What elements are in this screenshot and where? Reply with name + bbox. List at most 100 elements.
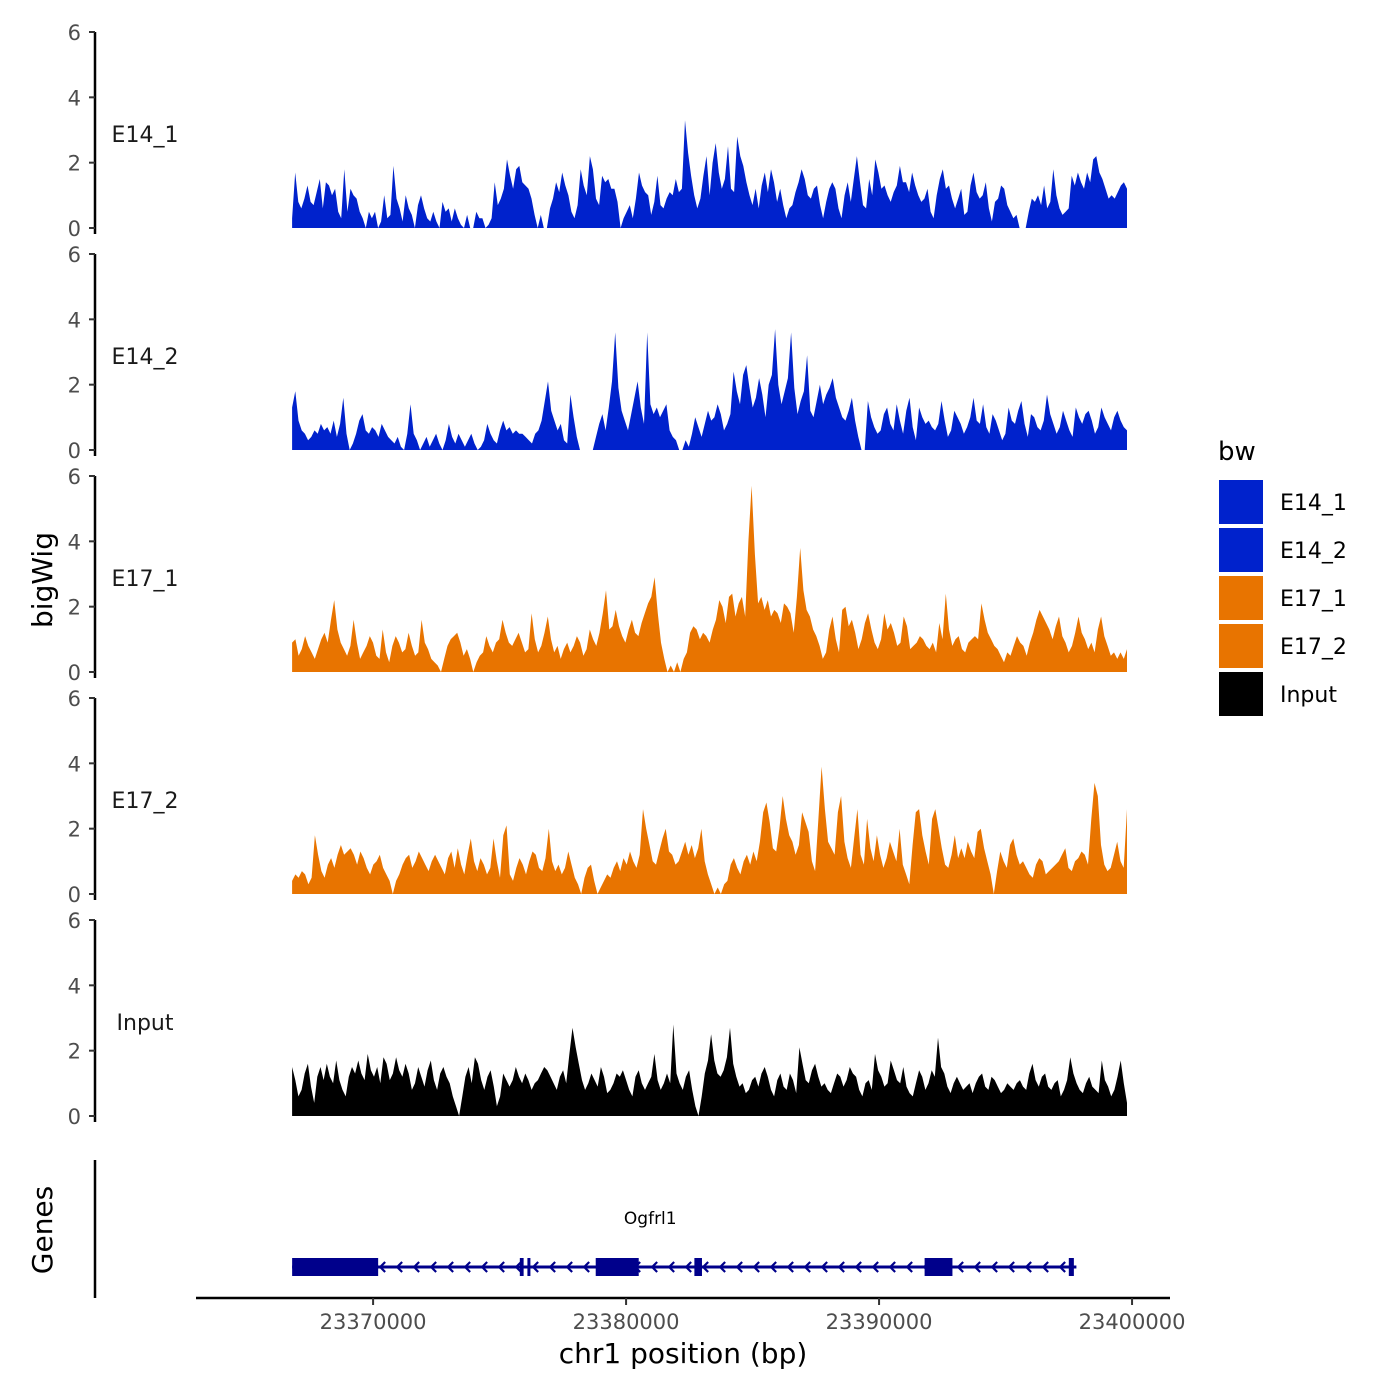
track-E14_1: 0 2 4 6 E14_1: [68, 21, 1128, 241]
track-label: E17_2: [112, 789, 179, 814]
y-tick-label: 2: [68, 1040, 81, 1064]
gene-exon: [595, 1258, 639, 1276]
y-tick-label: 6: [68, 465, 81, 489]
strand-arrow: [1007, 1261, 1015, 1273]
strand-arrow: [1041, 1261, 1049, 1273]
y-tick-label: 0: [68, 439, 81, 463]
strand-arrow: [667, 1261, 675, 1273]
x-tick-label: 23390000: [826, 1310, 933, 1334]
x-tick-label: 23400000: [1079, 1310, 1186, 1334]
gene-exon: [292, 1258, 379, 1276]
strand-arrow: [514, 1261, 522, 1273]
track-Input: 0 2 4 6 Input: [68, 909, 1128, 1129]
y-tick-label: 6: [68, 21, 81, 45]
strand-arrow: [854, 1261, 862, 1273]
y-tick-label: 4: [68, 308, 81, 332]
strand-arrow: [480, 1261, 488, 1273]
y-tick-label: 0: [68, 883, 81, 907]
y-tick-label: 2: [68, 374, 81, 398]
gene-exon: [1068, 1258, 1074, 1276]
strand-arrow: [684, 1261, 692, 1273]
gene-exon: [519, 1258, 524, 1276]
genes-track: Ogfrl1: [93, 1160, 1077, 1298]
track-E17_2: 0 2 4 6 E17_2: [68, 687, 1128, 907]
y-axis-title: bigWig: [26, 532, 59, 628]
strand-arrow: [973, 1261, 981, 1273]
strand-arrow: [1058, 1261, 1066, 1273]
strand-arrow: [905, 1261, 913, 1273]
strand-arrow: [701, 1261, 709, 1273]
strand-arrow: [582, 1261, 590, 1273]
legend: bw E14_1 E14_2 E17_1 E17_2 Input: [1218, 437, 1347, 716]
strand-arrow: [820, 1261, 828, 1273]
area-Input: [292, 1024, 1128, 1116]
legend-swatch: [1219, 672, 1263, 716]
y-tick-label: 4: [68, 86, 81, 110]
track-label: Input: [117, 1011, 174, 1036]
y-tick-label: 0: [68, 1105, 81, 1129]
strand-arrow: [395, 1261, 403, 1273]
legend-swatch: [1219, 624, 1263, 668]
strand-arrow: [463, 1261, 471, 1273]
legend-title: bw: [1218, 437, 1256, 467]
area-E14_1: [292, 120, 1128, 228]
strand-arrow: [888, 1261, 896, 1273]
legend-swatch: [1219, 480, 1263, 524]
legend-swatch: [1219, 528, 1263, 572]
x-tick-label: 23380000: [573, 1310, 680, 1334]
track-label: E14_1: [112, 123, 179, 148]
gene-exon: [694, 1258, 702, 1276]
bigwig-tracks: 0 2 4 6 E14_1 0 2 4 6 E14_2 0 2 4 6 E17_1 0 2 4 6 E17_2 0 2 4 6…: [68, 21, 1128, 1129]
strand-arrow: [548, 1261, 556, 1273]
gene-exon: [527, 1258, 531, 1276]
legend-label: E14_1: [1280, 491, 1347, 516]
legend-label: Input: [1280, 683, 1337, 708]
y-tick-label: 2: [68, 596, 81, 620]
strand-arrow: [429, 1261, 437, 1273]
strand-arrow: [956, 1261, 964, 1273]
strand-arrow: [871, 1261, 879, 1273]
x-axis: 23370000 23380000 23390000 23400000: [196, 1296, 1186, 1334]
strand-arrow: [837, 1261, 845, 1273]
area-E17_2: [292, 766, 1128, 894]
strand-arrow: [769, 1261, 777, 1273]
y-tick-label: 0: [68, 661, 81, 685]
y-tick-label: 2: [68, 152, 81, 176]
gene-exon: [924, 1258, 953, 1276]
strand-arrow: [718, 1261, 726, 1273]
strand-arrow: [990, 1261, 998, 1273]
strand-arrow: [803, 1261, 811, 1273]
strand-arrow: [1024, 1261, 1032, 1273]
strand-arrow: [650, 1261, 658, 1273]
y-tick-label: 6: [68, 909, 81, 933]
y-tick-label: 4: [68, 752, 81, 776]
y-tick-label: 6: [68, 243, 81, 267]
x-axis-title: chr1 position (bp): [559, 1337, 808, 1370]
legend-label: E17_1: [1280, 587, 1347, 612]
legend-swatch: [1219, 576, 1263, 620]
strand-arrow: [497, 1261, 505, 1273]
strand-arrow: [735, 1261, 743, 1273]
y-tick-label: 6: [68, 687, 81, 711]
strand-arrow: [565, 1261, 573, 1273]
gene-name-label: Ogfrl1: [624, 1209, 677, 1229]
area-E14_2: [292, 329, 1128, 450]
strand-arrow: [786, 1261, 794, 1273]
strand-arrow: [752, 1261, 760, 1273]
strand-arrow: [378, 1261, 386, 1273]
strand-arrow: [531, 1261, 539, 1273]
area-E17_1: [292, 485, 1128, 672]
y-tick-label: 4: [68, 974, 81, 998]
legend-label: E14_2: [1280, 539, 1347, 564]
x-tick-label: 23370000: [320, 1310, 427, 1334]
y-tick-label: 2: [68, 818, 81, 842]
y-tick-label: 0: [68, 217, 81, 241]
track-label: E17_1: [112, 567, 179, 592]
genes-axis-title: Genes: [26, 1186, 59, 1274]
track-label: E14_2: [112, 345, 179, 370]
legend-label: E17_2: [1280, 635, 1347, 660]
track-E14_2: 0 2 4 6 E14_2: [68, 243, 1128, 463]
y-tick-label: 4: [68, 530, 81, 554]
strand-arrow: [446, 1261, 454, 1273]
